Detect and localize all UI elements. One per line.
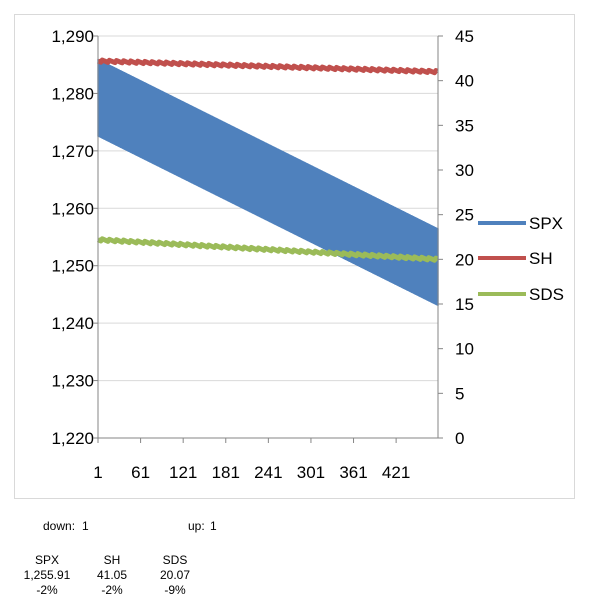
series-spx-band <box>98 58 438 306</box>
y-right-tick-label: 45 <box>455 27 474 46</box>
y-right-tick-label: 10 <box>455 340 474 359</box>
y-left-tick-label: 1,260 <box>51 199 94 218</box>
stat-sh: SH 41.05 -2% <box>82 553 142 598</box>
up-value: 1 <box>210 519 217 533</box>
chart-plot: 1,220 1,230 1,240 1,250 1,260 1,270 1,280 1,290… <box>51 27 564 482</box>
series-sds <box>96 236 439 263</box>
stat-spx: SPX 1,255.91 -2% <box>17 553 77 598</box>
x-tick-label: 241 <box>254 463 282 482</box>
y-right-tick-label: 25 <box>455 206 474 225</box>
y-left-tick-label: 1,270 <box>51 142 94 161</box>
legend-label-sh: SH <box>529 249 553 268</box>
legend-label-spx: SPX <box>529 214 563 233</box>
stat-name: SDS <box>162 553 188 567</box>
stat-sds: SDS 20.07 -9% <box>145 553 205 598</box>
down-value: 1 <box>82 519 89 533</box>
x-tick-label: 361 <box>339 463 367 482</box>
series-layer <box>96 57 439 306</box>
y-left-tick-label: 1,220 <box>51 429 94 448</box>
x-tick-label: 121 <box>169 463 197 482</box>
chart-frame <box>14 14 575 499</box>
y-right-tick-label: 20 <box>455 250 474 269</box>
stat-change: -9% <box>164 583 186 597</box>
y-right-tick-label: 35 <box>455 116 474 135</box>
stat-price: 1,255.91 <box>23 568 71 582</box>
x-tick-label: 301 <box>297 463 325 482</box>
y-left-tick-label: 1,230 <box>51 372 94 391</box>
legend-label-sds: SDS <box>529 285 564 304</box>
x-tick-label: 61 <box>131 463 150 482</box>
y-right-tick-label: 30 <box>455 161 474 180</box>
series-sh <box>96 57 439 76</box>
y-left-tick-label: 1,240 <box>51 314 94 333</box>
stat-change: -2% <box>101 583 123 597</box>
legend: SPX SH SDS <box>478 214 564 304</box>
y-right-tick-label: 0 <box>455 429 464 448</box>
stat-change: -2% <box>36 583 58 597</box>
y-right-tick-label: 5 <box>455 384 464 403</box>
stat-name: SPX <box>34 553 59 567</box>
up-label: up: <box>188 519 205 533</box>
stat-price: 20.07 <box>159 568 191 582</box>
stat-price: 41.05 <box>96 568 128 582</box>
y-right-tick-label: 40 <box>455 72 474 91</box>
down-label: down: <box>43 519 76 533</box>
y-left-tick-label: 1,250 <box>51 257 94 276</box>
x-tick-label: 181 <box>212 463 240 482</box>
x-tick-label: 1 <box>93 463 102 482</box>
y-left-tick-label: 1,290 <box>51 27 94 46</box>
axes: 1,220 1,230 1,240 1,250 1,260 1,270 1,280 1,290… <box>51 27 473 482</box>
x-tick-label: 421 <box>382 463 410 482</box>
y-left-tick-label: 1,280 <box>51 84 94 103</box>
y-right-tick-label: 15 <box>455 295 474 314</box>
stat-name: SH <box>103 553 121 567</box>
